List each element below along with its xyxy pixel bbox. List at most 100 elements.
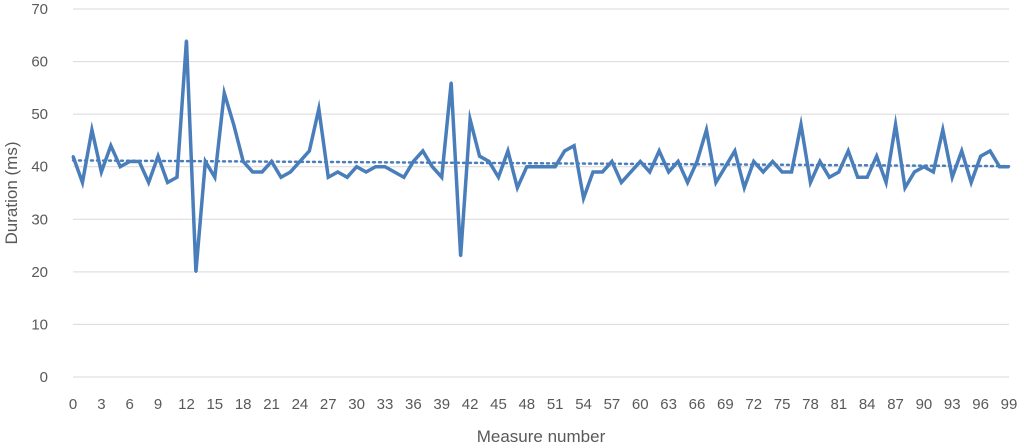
data-point bbox=[865, 176, 869, 179]
data-points bbox=[71, 39, 1011, 274]
data-point bbox=[147, 181, 150, 184]
series-line bbox=[71, 40, 1009, 273]
data-point bbox=[137, 160, 141, 163]
data-point bbox=[686, 181, 689, 184]
y-tick-label: 30 bbox=[31, 211, 48, 228]
data-point bbox=[223, 91, 226, 95]
data-point bbox=[393, 170, 396, 174]
x-tick-label: 42 bbox=[462, 396, 479, 413]
x-tick-label: 3 bbox=[97, 396, 105, 413]
x-tick-label: 66 bbox=[689, 396, 706, 413]
data-point bbox=[204, 160, 207, 163]
data-point bbox=[166, 181, 169, 184]
data-point bbox=[818, 160, 822, 163]
data-point bbox=[657, 149, 661, 153]
data-point bbox=[743, 186, 746, 189]
data-point bbox=[317, 107, 321, 111]
y-tick-label: 20 bbox=[31, 264, 48, 281]
x-axis-title: Measure number bbox=[477, 427, 606, 446]
x-tick-label: 87 bbox=[887, 396, 904, 413]
x-tick-label: 96 bbox=[972, 396, 989, 413]
data-point bbox=[960, 149, 963, 153]
data-point bbox=[421, 149, 425, 153]
data-point bbox=[535, 165, 538, 168]
y-tick-label: 70 bbox=[31, 1, 48, 18]
data-point bbox=[1007, 165, 1011, 168]
data-point bbox=[790, 170, 793, 174]
x-tick-label: 54 bbox=[575, 396, 592, 413]
y-tick-label: 10 bbox=[31, 316, 48, 333]
data-point bbox=[90, 128, 94, 132]
data-point bbox=[175, 176, 179, 179]
data-point bbox=[639, 160, 642, 163]
data-point bbox=[345, 176, 349, 179]
x-tick-label: 84 bbox=[859, 396, 876, 413]
data-point bbox=[506, 149, 510, 153]
y-tick-label: 40 bbox=[31, 159, 48, 176]
data-point bbox=[714, 181, 718, 184]
x-tick-label: 6 bbox=[126, 396, 134, 413]
data-point bbox=[932, 170, 935, 174]
y-tick-label: 60 bbox=[31, 54, 48, 71]
data-point bbox=[185, 39, 188, 42]
x-tick-label: 69 bbox=[717, 396, 734, 413]
data-point bbox=[468, 118, 472, 121]
x-tick-label: 51 bbox=[547, 396, 564, 413]
data-point bbox=[856, 176, 859, 179]
x-tick-label: 30 bbox=[348, 396, 365, 413]
data-point bbox=[412, 160, 415, 163]
data-point bbox=[327, 176, 330, 179]
data-point bbox=[799, 123, 803, 126]
data-point bbox=[232, 123, 235, 126]
x-tick-label: 90 bbox=[916, 396, 933, 413]
data-point bbox=[761, 170, 765, 174]
x-tick-label: 60 bbox=[632, 396, 649, 413]
data-point bbox=[894, 123, 897, 126]
data-point bbox=[81, 181, 84, 184]
data-point bbox=[516, 186, 519, 189]
x-tick-label: 99 bbox=[1001, 396, 1018, 413]
data-point bbox=[563, 149, 566, 153]
data-point bbox=[251, 170, 254, 174]
data-point bbox=[780, 170, 784, 174]
data-point bbox=[998, 165, 1001, 168]
data-point bbox=[119, 165, 122, 168]
x-tick-label: 27 bbox=[320, 396, 337, 413]
data-point bbox=[449, 81, 453, 84]
data-point bbox=[402, 176, 406, 179]
data-point bbox=[979, 155, 982, 158]
data-point bbox=[156, 155, 160, 158]
data-point bbox=[667, 170, 670, 174]
data-point bbox=[676, 160, 680, 163]
data-point bbox=[383, 165, 387, 168]
x-tick-label: 57 bbox=[604, 396, 621, 413]
x-tick-label: 39 bbox=[433, 396, 450, 413]
data-point bbox=[695, 160, 699, 163]
data-point bbox=[969, 181, 973, 184]
data-point bbox=[478, 155, 481, 158]
data-point bbox=[582, 197, 585, 200]
x-tick-label: 0 bbox=[69, 396, 77, 413]
data-point bbox=[733, 149, 737, 153]
data-point bbox=[194, 270, 198, 274]
data-point bbox=[298, 160, 302, 163]
data-point bbox=[109, 144, 113, 147]
data-point bbox=[837, 170, 841, 174]
data-point bbox=[100, 170, 103, 174]
data-point bbox=[610, 160, 614, 163]
data-point bbox=[241, 160, 245, 163]
data-point bbox=[601, 170, 604, 174]
data-point bbox=[308, 149, 311, 153]
data-point bbox=[497, 176, 500, 179]
data-point bbox=[213, 176, 217, 179]
data-point bbox=[71, 155, 75, 158]
data-point bbox=[629, 170, 633, 174]
data-point bbox=[459, 254, 462, 258]
data-point bbox=[620, 181, 623, 184]
data-point bbox=[875, 155, 878, 158]
data-point bbox=[270, 160, 273, 163]
x-tick-label: 78 bbox=[802, 396, 819, 413]
data-point bbox=[572, 144, 576, 147]
